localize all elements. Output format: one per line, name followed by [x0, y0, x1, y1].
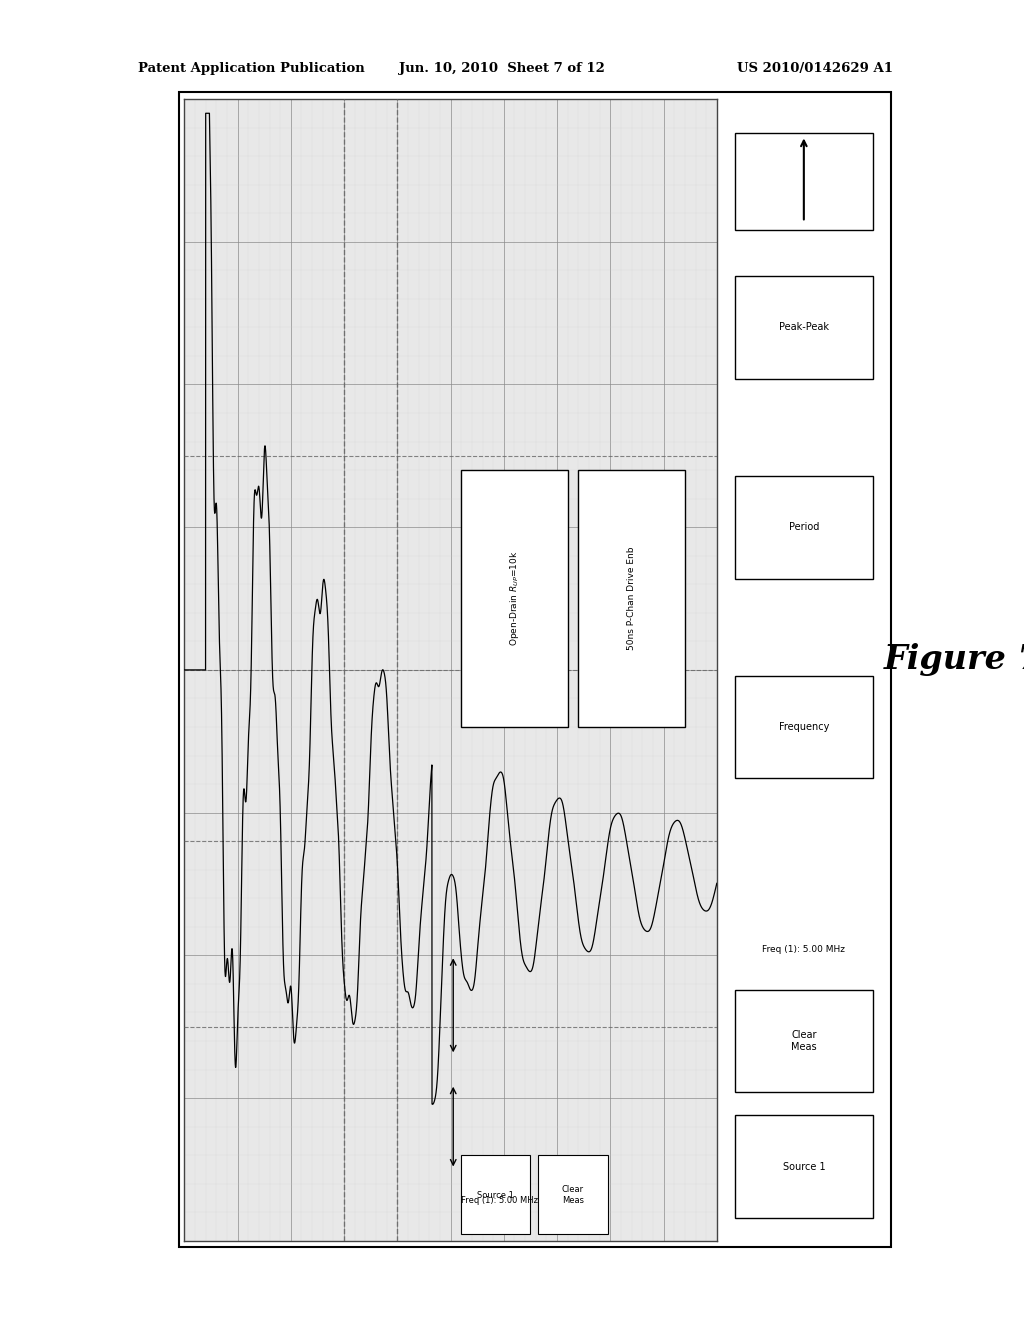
- Text: Freq (1): 5.00 MHz: Freq (1): 5.00 MHz: [461, 1196, 539, 1205]
- Text: Clear
Meas: Clear Meas: [791, 1030, 817, 1052]
- Bar: [579, 470, 685, 727]
- Text: Peak-Peak: Peak-Peak: [779, 322, 828, 333]
- Bar: [735, 676, 872, 779]
- Text: US 2010/0142629 A1: US 2010/0142629 A1: [737, 62, 893, 75]
- Text: Freq (1): 5.00 MHz: Freq (1): 5.00 MHz: [762, 945, 846, 954]
- Bar: [735, 990, 872, 1093]
- Text: Period: Period: [788, 523, 819, 532]
- Bar: [735, 276, 872, 379]
- Text: Figure 7: Figure 7: [884, 644, 1024, 676]
- Text: Jun. 10, 2010  Sheet 7 of 12: Jun. 10, 2010 Sheet 7 of 12: [399, 62, 605, 75]
- Bar: [735, 1115, 872, 1218]
- Bar: [461, 1155, 530, 1234]
- Bar: [735, 133, 872, 230]
- Text: Clear
Meas: Clear Meas: [562, 1185, 584, 1205]
- Text: Patent Application Publication: Patent Application Publication: [138, 62, 365, 75]
- Bar: [539, 1155, 607, 1234]
- Text: Open-Drain $R_{UP}$=10k: Open-Drain $R_{UP}$=10k: [508, 550, 521, 647]
- Bar: [735, 475, 872, 578]
- Text: Frequency: Frequency: [778, 722, 829, 733]
- Text: Source 1: Source 1: [782, 1162, 825, 1172]
- Text: 50ns P-Chan Drive Enb: 50ns P-Chan Drive Enb: [627, 546, 636, 651]
- Bar: [461, 470, 567, 727]
- Text: Source 1: Source 1: [477, 1191, 514, 1200]
